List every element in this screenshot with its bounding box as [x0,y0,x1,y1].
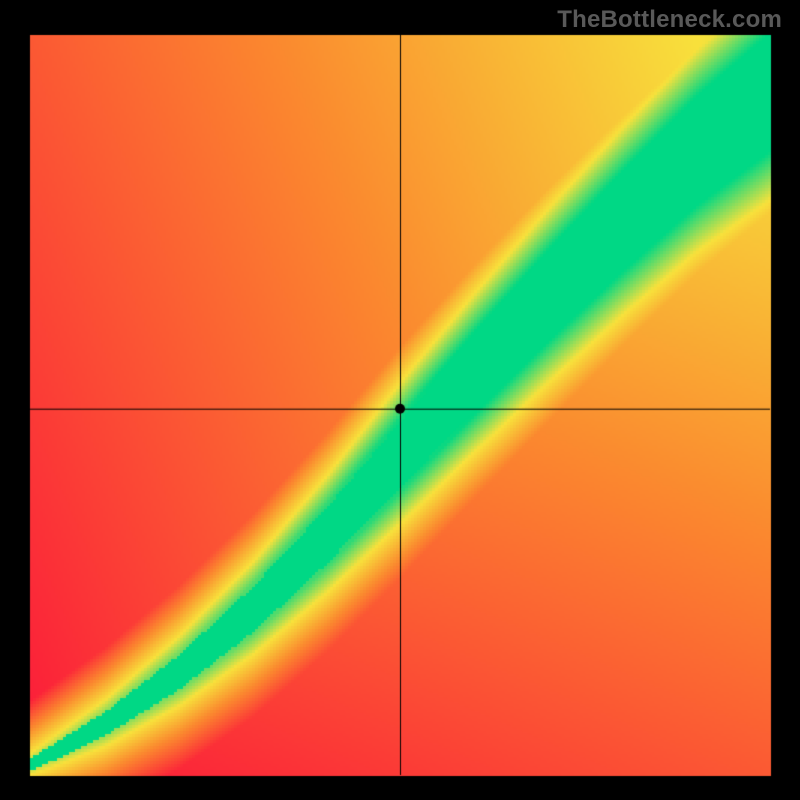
heatmap-canvas [0,0,800,800]
watermark-text: TheBottleneck.com [557,6,782,34]
chart-container: TheBottleneck.com [0,0,800,800]
